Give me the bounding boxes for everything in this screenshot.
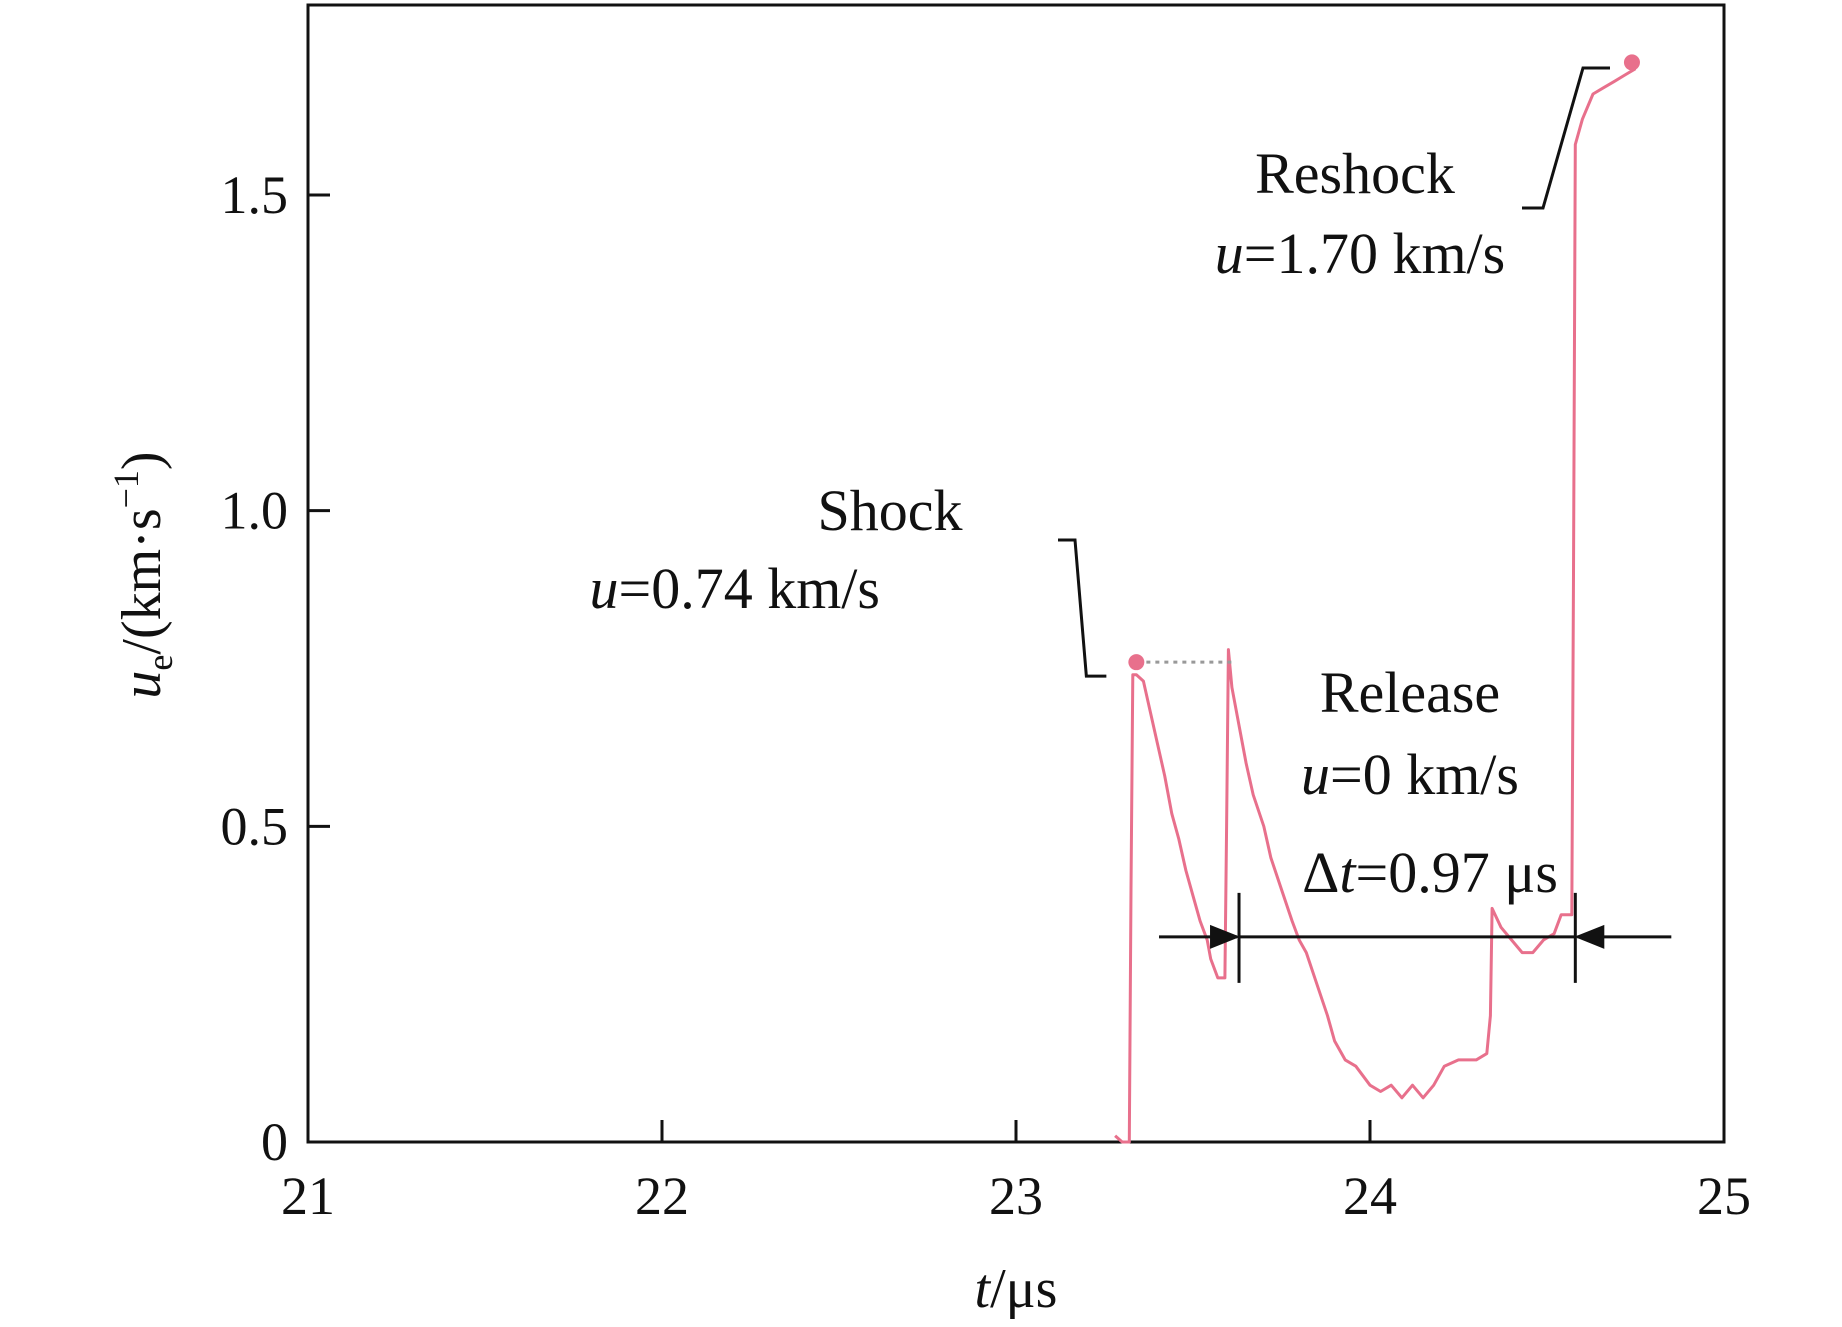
reshock-title: Reshock [1255,141,1455,206]
release-value: u=0 km/s [1301,742,1519,807]
y-tick-label: 1.5 [221,165,289,225]
y-tick-label: 1.0 [221,481,289,541]
x-tick-label: 25 [1697,1166,1751,1226]
velocity-series-line [1114,67,1637,1144]
series-layer [1114,67,1637,1144]
reshock-value: u=1.70 km/s [1215,221,1506,286]
x-axis-label: t/μs [975,1258,1058,1320]
delta-t-label: Δt=0.97 μs [1302,840,1558,905]
x-tick-label: 23 [989,1166,1043,1226]
y-tick-label: 0 [261,1112,288,1172]
x-tick-label: 22 [635,1166,689,1226]
y-tick-label: 0.5 [221,796,289,856]
shock-leader-line [1058,538,1107,678]
release-title: Release [1320,660,1500,725]
guide-layer [1058,66,1672,983]
y-axis-label: ue/(km·s−1) [106,451,180,698]
shock-title: Shock [818,478,963,543]
reshock-leader-line [1522,66,1610,210]
x-tick-label: 24 [1343,1166,1397,1226]
marker-layer [1128,54,1640,671]
axis-ticks [306,193,1726,1144]
plot-frame [306,3,1726,1144]
shock-value: u=0.74 km/s [589,556,880,621]
peak-marker [1623,54,1640,71]
axis-tick-labels: 21 22 23 24 25 0 0.5 1.0 1.5 [221,165,1752,1226]
x-tick-label: 21 [281,1166,335,1226]
peak-marker [1128,654,1145,671]
